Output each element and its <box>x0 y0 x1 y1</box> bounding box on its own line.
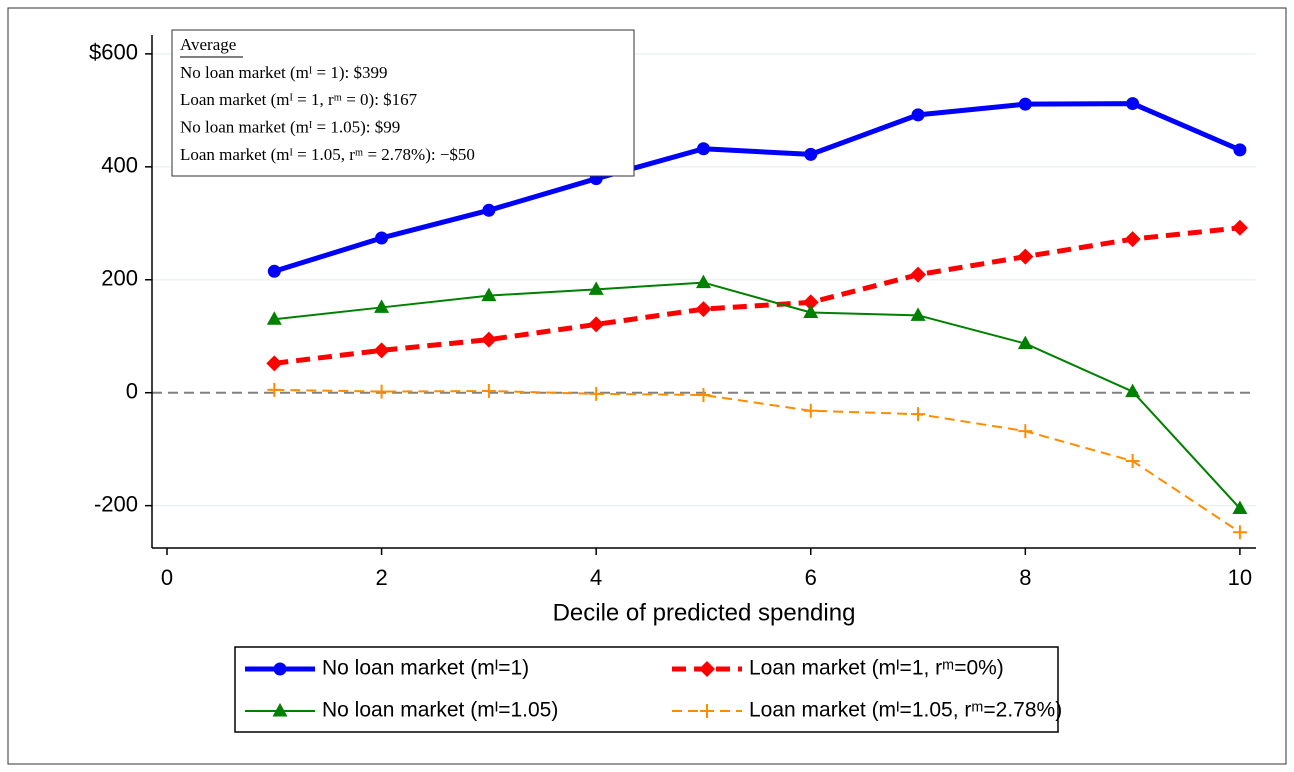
marker <box>1018 97 1032 111</box>
marker <box>1233 143 1247 157</box>
x-tick-label: 0 <box>161 565 173 590</box>
marker <box>803 403 818 418</box>
marker <box>1125 383 1141 398</box>
marker <box>803 304 819 319</box>
marker <box>1232 500 1248 514</box>
series-line <box>273 101 1241 274</box>
annotation-line: No loan market (mᴵ = 1): $399 <box>180 63 388 82</box>
marker <box>267 382 282 397</box>
x-tick-label: 4 <box>590 565 602 590</box>
y-tick-label: 0 <box>126 379 138 404</box>
annotation-line: Loan market (mᴵ = 1.05, rᵐ = 2.78%): −$5… <box>180 145 475 164</box>
series-line <box>274 281 1241 510</box>
marker <box>696 142 710 156</box>
marker <box>910 307 926 321</box>
marker <box>373 342 390 359</box>
marker <box>802 294 819 311</box>
marker <box>480 331 497 348</box>
marker <box>696 387 711 402</box>
marker <box>1232 525 1247 540</box>
x-tick-label: 10 <box>1228 565 1252 590</box>
annotation-frame <box>171 29 635 177</box>
y-tick-label: 400 <box>101 153 138 178</box>
marker <box>588 316 605 333</box>
annotation-title: Average <box>180 35 236 54</box>
marker <box>482 203 496 217</box>
marker <box>804 147 818 161</box>
marker <box>1231 219 1248 236</box>
legend-label: Loan market (mᴵ=1.05, rᵐ=2.78%) <box>749 699 1062 722</box>
marker <box>272 703 288 717</box>
marker <box>374 299 390 313</box>
marker <box>481 384 496 399</box>
marker <box>266 311 282 325</box>
marker <box>911 407 926 422</box>
marker <box>700 704 714 718</box>
marker <box>911 108 925 122</box>
y-tick-label: 200 <box>101 266 138 291</box>
y-tick-label: $600 <box>89 40 138 65</box>
marker <box>695 301 712 318</box>
marker <box>910 266 927 283</box>
legend-label: No loan market (mᴵ=1.05) <box>322 699 558 722</box>
x-axis-title: Decile of predicted spending <box>553 599 856 626</box>
marker <box>588 281 604 295</box>
x-tick-label: 6 <box>805 565 817 590</box>
marker <box>1124 231 1141 248</box>
x-tick-label: 2 <box>375 565 387 590</box>
x-tick-label: 8 <box>1019 565 1031 590</box>
marker <box>267 264 281 278</box>
marker <box>695 274 711 289</box>
annotation-line: Loan market (mᴵ = 1, rᵐ = 0): $167 <box>180 90 418 109</box>
marker <box>589 386 604 401</box>
marker <box>273 662 287 676</box>
legend-label: Loan market (mᴵ=1, rᵐ=0%) <box>749 657 1004 680</box>
marker <box>1125 454 1140 469</box>
annotation-line: No loan market (mᴵ = 1.05): $99 <box>180 118 400 137</box>
marker <box>1126 97 1140 111</box>
marker <box>481 287 497 302</box>
marker <box>1018 424 1033 439</box>
marker <box>699 661 715 677</box>
legend-label: No loan market (mᴵ=1) <box>322 657 529 680</box>
annotation-box: Average No loan market (mᴵ = 1): $399 Loan… <box>171 29 635 177</box>
y-tick-label: -200 <box>94 491 138 516</box>
marker <box>1017 248 1034 265</box>
series-line <box>274 225 1241 366</box>
marker <box>266 355 283 372</box>
marker <box>1017 335 1033 350</box>
legend-frame <box>234 646 1059 733</box>
series-line <box>274 388 1241 534</box>
marker <box>374 384 389 399</box>
marker <box>375 231 389 245</box>
